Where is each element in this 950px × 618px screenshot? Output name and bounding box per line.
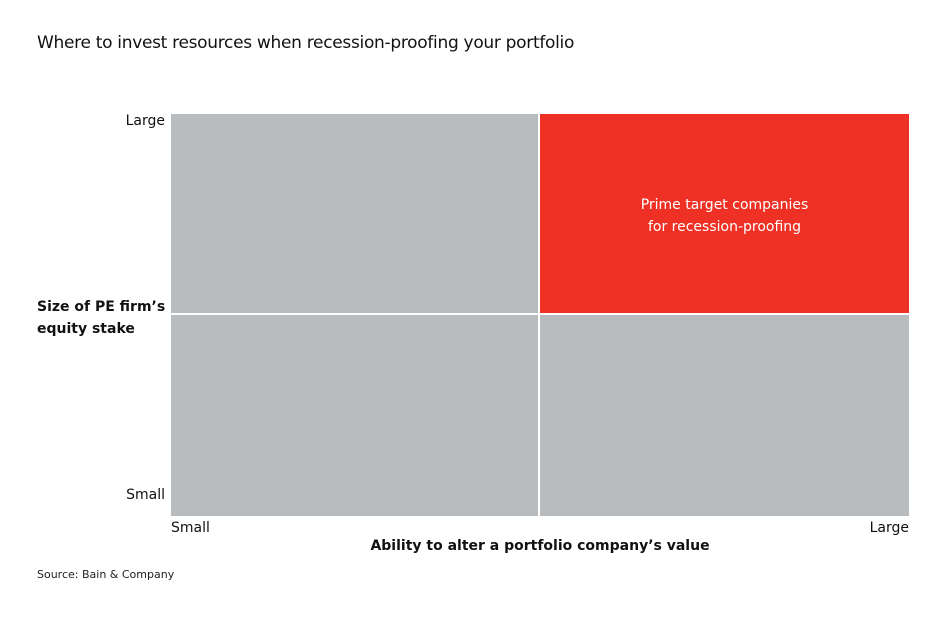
y-axis-low-label: Small: [126, 487, 165, 503]
y-axis-high-label: Large: [125, 113, 165, 129]
quadrant-label-line2: for recession-proofing: [647, 219, 802, 235]
chart-title: Where to invest resources when recession…: [37, 33, 575, 53]
quadrant-bottom-right: [540, 315, 909, 516]
quadrant-top-right-highlight: Prime target companies for recession-pro…: [540, 114, 909, 313]
quadrant-label-line1: Prime target companies: [640, 197, 809, 213]
y-axis-title-line2: equity stake: [37, 321, 135, 337]
quadrant-top-left: [171, 114, 538, 313]
source-note: Source: Bain & Company: [37, 568, 175, 581]
quadrant-label: Prime target companies for recession-pro…: [540, 194, 909, 238]
x-axis-low-label: Small: [171, 520, 210, 536]
y-axis-title: Size of PE firm’s equity stake: [37, 296, 165, 340]
x-axis-title: Ability to alter a portfolio company’s v…: [370, 538, 710, 554]
y-axis-title-line1: Size of PE firm’s: [37, 299, 166, 315]
quadrant-bottom-left: [171, 315, 538, 516]
x-axis-high-label: Large: [869, 520, 909, 536]
